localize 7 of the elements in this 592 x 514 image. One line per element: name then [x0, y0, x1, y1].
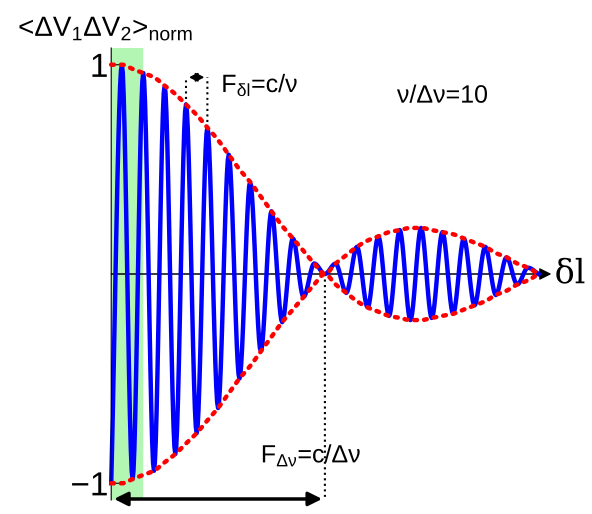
y-tick-label: −1 — [72, 472, 107, 496]
annotation: F$_{δl}$=c/ν — [223, 74, 297, 96]
x-axis-title: δl — [556, 258, 584, 284]
annotation: F$_{Δν}$=c/Δν — [262, 444, 360, 466]
y-tick-label: 1 — [92, 54, 107, 77]
y-axis-title: <ΔV$_{1}$ΔV$_{2}$>$_{norm}$ — [19, 16, 192, 40]
annotation: ν/Δν=10 — [396, 84, 488, 103]
